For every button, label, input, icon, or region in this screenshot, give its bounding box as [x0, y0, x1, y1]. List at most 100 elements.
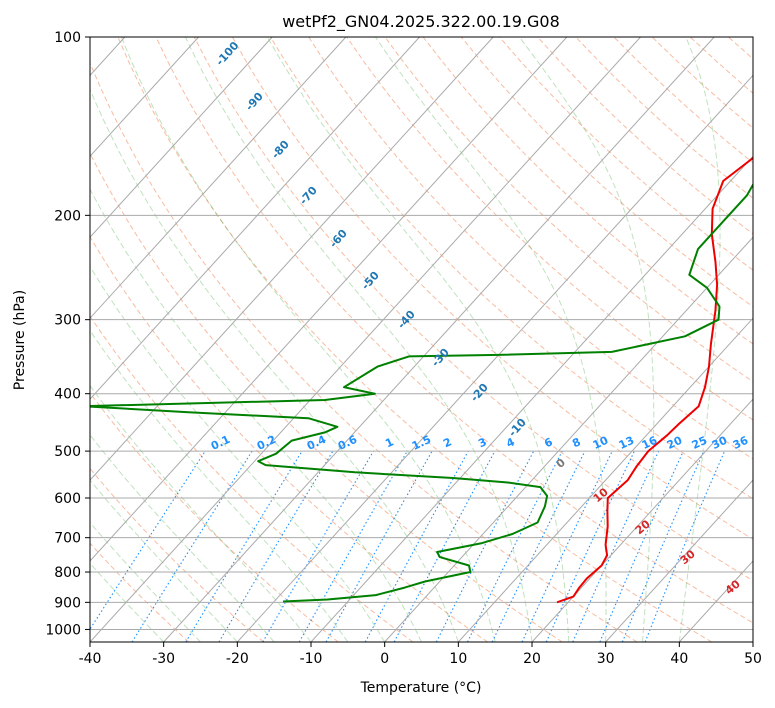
isotherm-label: -90 [243, 90, 266, 114]
moist-adiabat [267, 37, 570, 642]
adiabat-label: 0 [554, 456, 568, 471]
moist-adiabat [90, 329, 349, 642]
mixing-ratio-label: 30 [710, 434, 730, 452]
mixing-ratio-label: 20 [665, 434, 685, 452]
isotherm-label: -100 [213, 39, 241, 68]
isotherm-line [236, 74, 753, 642]
moist-adiabat [90, 188, 422, 642]
mixing-ratio-line [599, 450, 684, 642]
dry-adiabat [613, 37, 753, 164]
isotherm-label: -30 [429, 346, 452, 370]
mixing-ratio-line [298, 450, 408, 642]
dry-adiabat [90, 467, 264, 642]
y-tick-label: 400 [54, 387, 81, 403]
dry-adiabat [460, 37, 753, 308]
moist-adiabat [90, 384, 312, 642]
mixing-ratio-label: 13 [617, 434, 636, 452]
moist-adiabat [120, 37, 496, 642]
y-tick-label: 300 [54, 313, 81, 329]
mixing-ratio-label: 25 [690, 434, 709, 452]
y-axis-label: Pressure (hPa) [12, 290, 28, 390]
isotherm-line [163, 37, 715, 642]
moist-adiabat [90, 521, 201, 642]
dry-adiabat [689, 37, 753, 94]
mixing-ratio-label: 8 [570, 435, 582, 450]
dry-adiabat [90, 61, 638, 642]
dewpoint-line [90, 182, 753, 603]
y-tick-label: 600 [54, 491, 81, 507]
mixing-ratio-label: 36 [731, 434, 751, 452]
moist-adiabat [90, 562, 165, 642]
mixing-ratio-label: 6 [542, 435, 555, 450]
adiabat-label: 40 [723, 577, 743, 597]
mixing-ratio-line [262, 450, 374, 642]
background-lines [90, 37, 753, 642]
moist-adiabat [90, 434, 275, 642]
isotherm-line [384, 236, 753, 642]
dry-adiabat [90, 542, 190, 642]
isotherm-line [90, 37, 641, 642]
mixing-ratio-line [644, 450, 726, 642]
isotherm-line [531, 398, 753, 642]
moist-adiabat [90, 88, 459, 642]
x-tick-label: -40 [79, 651, 102, 667]
x-tick-label: 50 [744, 651, 762, 667]
y-tick-label: 700 [54, 531, 81, 547]
y-tick-label: 500 [54, 444, 81, 460]
temperature-line [556, 156, 753, 604]
isotherm-label: -50 [359, 269, 382, 293]
dry-adiabat [270, 37, 753, 500]
mixing-ratio-line [364, 450, 469, 642]
dry-adiabat [193, 37, 753, 582]
dry-adiabat [422, 37, 753, 345]
dry-adiabat [537, 37, 753, 235]
sounding-series [90, 156, 753, 604]
x-tick-label: 10 [449, 651, 467, 667]
mixing-ratio-line [491, 450, 586, 642]
isotherm-line [310, 155, 753, 642]
x-tick-label: -10 [300, 651, 323, 667]
dry-adiabat [231, 37, 753, 540]
mixing-ratio-label: 0.2 [255, 433, 278, 453]
x-tick-label: -30 [152, 651, 175, 667]
isotherm-line [90, 37, 420, 400]
dry-adiabat [90, 152, 563, 642]
moist-adiabat [375, 37, 607, 642]
isotherm-label: -60 [327, 227, 350, 251]
mixing-ratio-line [467, 450, 563, 642]
y-tick-label: 100 [54, 30, 81, 46]
y-tick-label: 800 [54, 565, 81, 581]
axis-ticks: -40 -30 -20 -10 0 10 20 30 40 5010020030040050060… [45, 30, 762, 667]
isotherm-line [90, 37, 199, 158]
plot-frame [89, 36, 754, 643]
mixing-ratio-label: 10 [591, 434, 611, 452]
mixing-ratio-line [90, 450, 206, 631]
y-tick-label: 900 [54, 595, 81, 611]
x-tick-label: 40 [670, 651, 688, 667]
mixing-ratio-label: 0.6 [336, 433, 359, 453]
dry-adiabat [90, 315, 414, 642]
isotherm-line [90, 37, 347, 319]
mixing-ratio-line [435, 450, 535, 642]
chart-title: wetPf2_GN04.2025.322.00.19.G08 [282, 12, 560, 32]
moist-adiabat [678, 37, 721, 642]
y-tick-label: 1000 [45, 622, 81, 638]
isotherm-line [605, 479, 753, 642]
isotherm-line [457, 317, 753, 642]
isotherm-label: -70 [297, 184, 320, 208]
isotherm-line [752, 641, 753, 642]
mixing-ratio-line [325, 450, 433, 642]
x-tick-label: -20 [226, 651, 249, 667]
mixing-ratio-label: 16 [640, 434, 660, 452]
mixing-ratio-line [621, 450, 705, 642]
isotherm-line [90, 37, 494, 481]
mixing-ratio-line [131, 450, 253, 642]
mixing-ratio-line [185, 450, 303, 642]
mixing-ratio-label: 1 [383, 435, 395, 450]
x-tick-label: 20 [523, 651, 541, 667]
dry-adiabat [728, 37, 753, 60]
mixing-ratio-line [393, 450, 496, 642]
y-tick-label: 200 [54, 208, 81, 224]
isotherm-label: -80 [269, 138, 292, 162]
isotherm-line [90, 37, 568, 562]
